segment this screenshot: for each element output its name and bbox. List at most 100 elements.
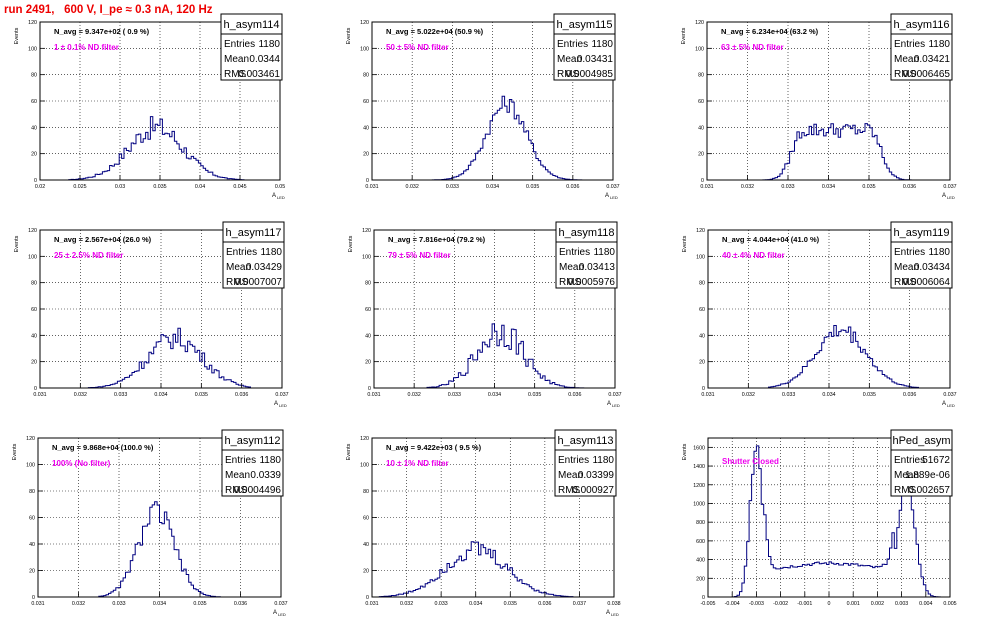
y-tick-label: 0 <box>702 595 705 601</box>
x-tick-label: 0.004 <box>919 601 932 607</box>
y-tick-label: 40 <box>698 125 704 131</box>
stats-body-box <box>890 33 953 81</box>
n-avg-label: N_avg = 4.044e+04 (41.0 %) <box>722 235 820 244</box>
y-tick-label: 0 <box>366 178 369 184</box>
y-tick-label: 80 <box>363 489 369 495</box>
y-tick-label: 40 <box>363 542 369 548</box>
x-tick-label: 0.032 <box>74 392 87 398</box>
x-tick-label: 0.031 <box>700 184 713 190</box>
y-tick-label: 0 <box>702 386 705 392</box>
y-tick-label: 600 <box>696 539 705 545</box>
y-tick-label: 80 <box>698 73 704 79</box>
stats-row-label: Entries <box>224 39 255 50</box>
stats-row-label: Mean <box>558 470 583 481</box>
x-tick-label: 0.02 <box>35 184 45 190</box>
x-tick-label: 0.001 <box>847 601 860 607</box>
y-axis-title: Events <box>346 27 352 44</box>
y-tick-label: 1400 <box>693 464 705 470</box>
histogram-name: h_asym113 <box>557 435 613 447</box>
x-tick-label: 0.003 <box>895 601 908 607</box>
y-tick-label: 1200 <box>693 483 705 489</box>
stats-body-box <box>555 241 618 289</box>
y-tick-label: 40 <box>31 333 37 339</box>
y-tick-label: 60 <box>698 99 704 105</box>
filter-label: Shutter Closed <box>722 457 779 466</box>
x-axis-title: A <box>273 610 277 616</box>
y-tick-label: 800 <box>696 520 705 526</box>
x-tick-label: 0.033 <box>114 392 127 398</box>
x-tick-label: 0.032 <box>400 601 413 607</box>
x-tick-label: 0.036 <box>903 392 916 398</box>
filter-label: 25 ± 2.5% ND filter <box>54 251 123 260</box>
y-tick-label: 120 <box>360 20 369 26</box>
x-tick-label: 0.033 <box>781 184 794 190</box>
x-tick-label: 0.036 <box>903 184 916 190</box>
y-axis-title: Events <box>14 235 20 252</box>
x-axis-subscript: LED <box>277 195 285 200</box>
x-tick-label: 0.032 <box>408 392 421 398</box>
stats-row-value: 1180 <box>258 39 280 50</box>
x-tick-label: 0.035 <box>504 601 517 607</box>
n-avg-label: N_avg = 9.868e+04 (100.0 %) <box>52 443 154 452</box>
y-tick-label: 100 <box>26 463 35 469</box>
stats-body-box <box>220 33 283 81</box>
stats-row-value: 0.03429 <box>246 262 283 273</box>
y-tick-label: 0 <box>701 178 704 184</box>
x-tick-label: 0.035 <box>195 392 208 398</box>
stats-row-label: RMS <box>557 69 580 80</box>
x-tick-label: 0.045 <box>233 184 246 190</box>
histogram-name: h_asym119 <box>893 227 949 239</box>
x-tick-label: 0.031 <box>31 601 44 607</box>
histogram-name: h_asym116 <box>893 19 949 31</box>
x-tick-label: 0.033 <box>448 392 461 398</box>
n-avg-label: N_avg = 5.022e+04 (50.9 %) <box>386 27 484 36</box>
histogram-panel-h_asym115: 0.031 0.032 0.033 0.034 0.035 0.036 0.037 0 20 40… <box>346 13 620 200</box>
y-tick-label: 1600 <box>693 445 705 451</box>
y-axis-title: Events <box>348 235 354 252</box>
y-tick-label: 40 <box>31 125 37 131</box>
stats-row-label: RMS <box>224 69 247 80</box>
stats-row-value: 0.002657 <box>908 485 950 496</box>
x-tick-label: 0.032 <box>742 392 755 398</box>
stats-row-label: RMS <box>894 69 917 80</box>
x-tick-label: 0.036 <box>538 601 551 607</box>
stats-row-label: Entries <box>225 455 256 466</box>
n-avg-label: N_avg = 7.816e+04 (79.2 %) <box>388 235 486 244</box>
y-tick-label: 60 <box>363 516 369 522</box>
x-tick-label: -0.001 <box>797 601 812 607</box>
x-tick-label: 0.035 <box>193 601 206 607</box>
filter-label: 40 ± 4% ND filter <box>722 251 785 260</box>
histogram-line <box>374 323 615 389</box>
y-tick-label: 60 <box>31 99 37 105</box>
stats-row-label: Mean <box>557 54 582 65</box>
histogram-line <box>708 325 950 389</box>
x-tick-label: 0.033 <box>435 601 448 607</box>
stats-row-label: Mean <box>226 262 251 273</box>
x-tick-label: 0.033 <box>782 392 795 398</box>
x-tick-label: 0.032 <box>741 184 754 190</box>
stats-row-label: Entries <box>226 247 257 258</box>
histogram-name: hPed_asym <box>892 435 950 447</box>
filter-label: 50 ± 5% ND filter <box>386 43 449 52</box>
y-tick-label: 100 <box>360 463 369 469</box>
stats-body-box <box>222 241 285 289</box>
stats-row-value: 0.0004496 <box>234 485 282 496</box>
x-tick-label: 0 <box>828 601 831 607</box>
x-tick-label: 0.035 <box>863 392 876 398</box>
filter-label: 79 ± 5% ND filter <box>388 251 451 260</box>
stats-row-label: Entries <box>557 39 588 50</box>
y-tick-label: 80 <box>363 73 369 79</box>
y-tick-label: 20 <box>31 360 37 366</box>
histogram-line <box>372 541 614 598</box>
x-tick-label: 0.036 <box>568 392 581 398</box>
stats-row-value: 1180 <box>928 39 950 50</box>
x-tick-label: 0.033 <box>446 184 459 190</box>
stats-box: h_asym114 Entries 1180 Mean 0.0344RMS0.00346… <box>220 13 283 81</box>
y-tick-label: 20 <box>699 360 705 366</box>
x-tick-label: 0.031 <box>365 184 378 190</box>
histogram-name: h_asym112 <box>224 435 280 447</box>
